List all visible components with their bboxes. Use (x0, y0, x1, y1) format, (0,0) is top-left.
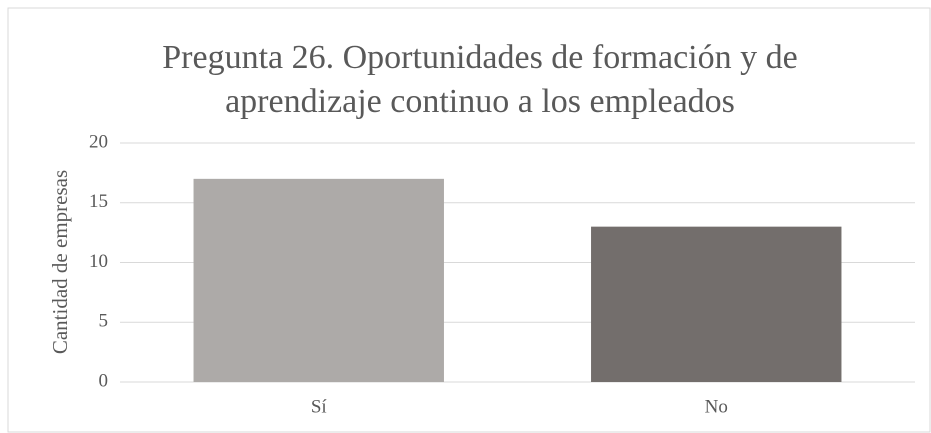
bar (591, 226, 842, 382)
y-axis-title: Cantidad de empresas (48, 170, 72, 354)
y-tick-label: 0 (99, 370, 109, 391)
y-tick-label: 10 (89, 251, 108, 272)
x-tick-label: No (705, 396, 728, 417)
y-tick-label: 15 (89, 191, 108, 212)
y-tick-label: 5 (99, 311, 109, 332)
chart-border (7, 7, 931, 433)
y-tick-label: 20 (89, 131, 108, 152)
chart-title: aprendizaje continuo a los empleados (225, 83, 735, 120)
x-tick-label: Sí (311, 396, 328, 417)
chart-title: Pregunta 26. Oportunidades de formación … (162, 39, 797, 76)
bar (193, 178, 444, 382)
